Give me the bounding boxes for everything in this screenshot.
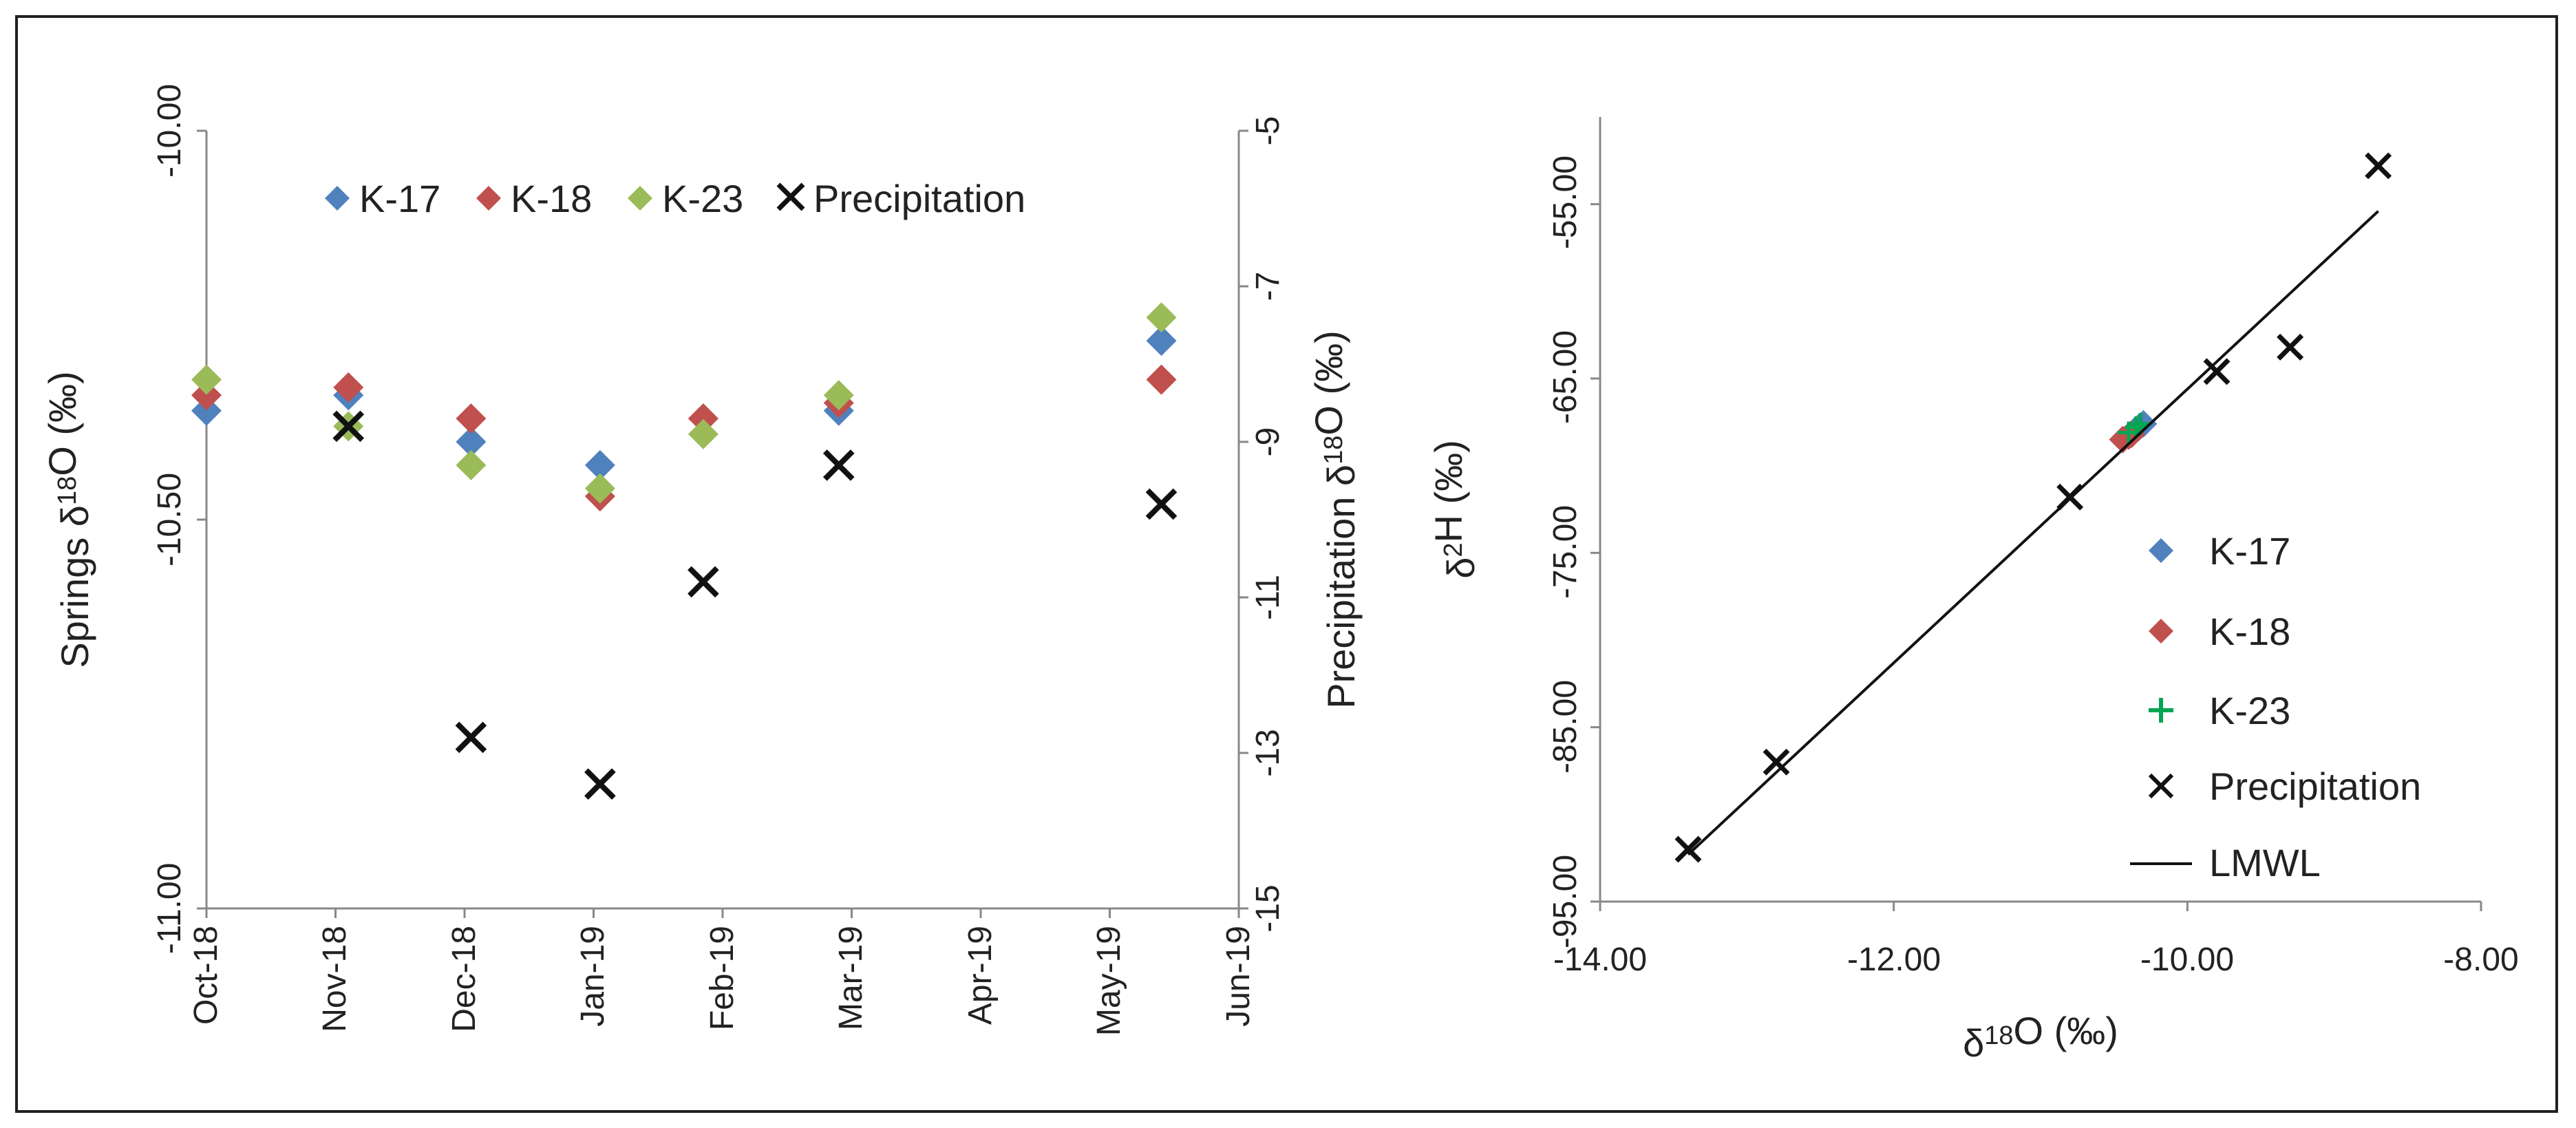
y-tick-label: -65.00 <box>1547 330 1584 424</box>
figure-frame <box>15 15 2558 1113</box>
point-precipitation <box>688 566 719 598</box>
x-tick-label: -8.00 <box>2443 941 2518 978</box>
y2-axis-title: Precipitation δ18O (‰) <box>1307 330 1363 709</box>
legend-label: Precipitation <box>813 177 1025 220</box>
tick-marks <box>197 129 1248 918</box>
x-tick-label: Feb-19 <box>704 926 741 1030</box>
legend-label: Precipitation <box>2209 765 2421 808</box>
isotope-chart: -55.00 -65.00 -75.00 -85.00 -95.00 -14.0… <box>1427 117 2519 1065</box>
point-precipitation <box>822 449 855 481</box>
x-tick-label: Jan-19 <box>575 926 611 1027</box>
legend-label: K-18 <box>2209 610 2290 653</box>
point-k-18 <box>1146 364 1177 395</box>
x-tick-label: Mar-19 <box>833 926 869 1030</box>
x-tick-label: May-19 <box>1091 926 1127 1036</box>
legend-marker-precipitation <box>776 182 805 211</box>
point-precipitation <box>1674 836 1702 863</box>
point-k-17 <box>456 427 487 457</box>
legend-marker-k17 <box>325 186 350 211</box>
point-precipitation <box>1763 748 1790 776</box>
y2-tick-label: -7 <box>1250 272 1286 301</box>
point-k-23 <box>2118 421 2140 444</box>
x-tick-label: Jun-19 <box>1220 926 1257 1027</box>
point-k-17 <box>191 395 222 426</box>
y-axis-title: Springs δ18O (‰) <box>41 371 96 668</box>
legend-label: K-17 <box>359 177 440 220</box>
y2-tick-label: -13 <box>1250 729 1286 776</box>
point-precipitation <box>1145 488 1178 520</box>
point-precipitation <box>584 768 616 800</box>
point-k-23 <box>1146 302 1177 333</box>
point-k-23 <box>688 418 718 449</box>
time-series-chart: -10.00 -10.50 -11.00 -5 -7 -9 -11 -13 -1… <box>41 84 1363 1036</box>
legend-label: K-23 <box>2209 689 2290 732</box>
data-points <box>1674 152 2392 863</box>
point-k-23 <box>584 473 615 504</box>
legend-marker-k18 <box>476 186 501 211</box>
legend: K-17 K-18 K-23 Precipitation LMWL <box>2130 529 2421 884</box>
legend-marker-k23 <box>2149 698 2173 723</box>
legend-label: K-23 <box>662 177 743 220</box>
y2-tick-label: -9 <box>1250 427 1286 457</box>
tick-marks <box>1590 203 2482 911</box>
point-k-17 <box>584 449 615 480</box>
legend: K-17 K-18 K-23 Precipitation <box>325 177 1025 220</box>
point-k-23 <box>823 380 854 411</box>
x-axis-title: δ18O (‰) <box>1963 1009 2118 1065</box>
y2-tick-label: -5 <box>1250 116 1286 146</box>
y-tick-label: -85.00 <box>1547 680 1584 774</box>
x-tick-label: Apr-19 <box>962 926 999 1025</box>
x-tick-label: -10.00 <box>2140 941 2234 978</box>
x-tick-label: Dec-18 <box>446 926 482 1032</box>
point-precipitation <box>2277 333 2304 361</box>
y-axis-title: δ2H (‰) <box>1427 440 1482 579</box>
x-tick-label: -12.00 <box>1847 941 1941 978</box>
legend-marker-k23 <box>628 186 652 211</box>
x-tick-label: Nov-18 <box>317 926 353 1032</box>
y-tick-label: -95.00 <box>1547 855 1584 948</box>
legend-label: LMWL <box>2209 841 2321 884</box>
legend-label: K-18 <box>511 177 592 220</box>
legend-label: K-17 <box>2209 529 2290 573</box>
point-precipitation <box>332 410 365 443</box>
data-points <box>191 302 1178 800</box>
point-precipitation <box>455 721 487 754</box>
y-tick-label: -11.00 <box>151 863 188 955</box>
y-tick-label: -10.00 <box>151 84 188 178</box>
x-tick-label: Oct-18 <box>188 926 224 1025</box>
point-k-18 <box>191 380 222 411</box>
y2-tick-label: -11 <box>1250 575 1286 620</box>
point-k-23 <box>191 364 222 395</box>
point-precipitation <box>2365 152 2392 180</box>
point-precipitation <box>2203 358 2231 385</box>
point-k-23 <box>456 449 487 480</box>
legend-marker-k18 <box>2149 619 2173 643</box>
x-tick-label: -14.00 <box>1553 941 1647 978</box>
lmwl-line <box>1687 210 2380 856</box>
legend-marker-k17 <box>2149 538 2173 563</box>
y2-tick-label: -15 <box>1250 884 1286 932</box>
y-tick-label: -75.00 <box>1547 505 1584 599</box>
point-k-18 <box>333 372 364 403</box>
y-tick-label: -10.50 <box>151 473 188 566</box>
point-k-18 <box>688 403 718 434</box>
y-tick-label: -55.00 <box>1547 156 1584 249</box>
legend-marker-precipitation <box>2148 773 2174 799</box>
point-k-18 <box>456 403 487 434</box>
point-k-17 <box>1146 326 1177 357</box>
